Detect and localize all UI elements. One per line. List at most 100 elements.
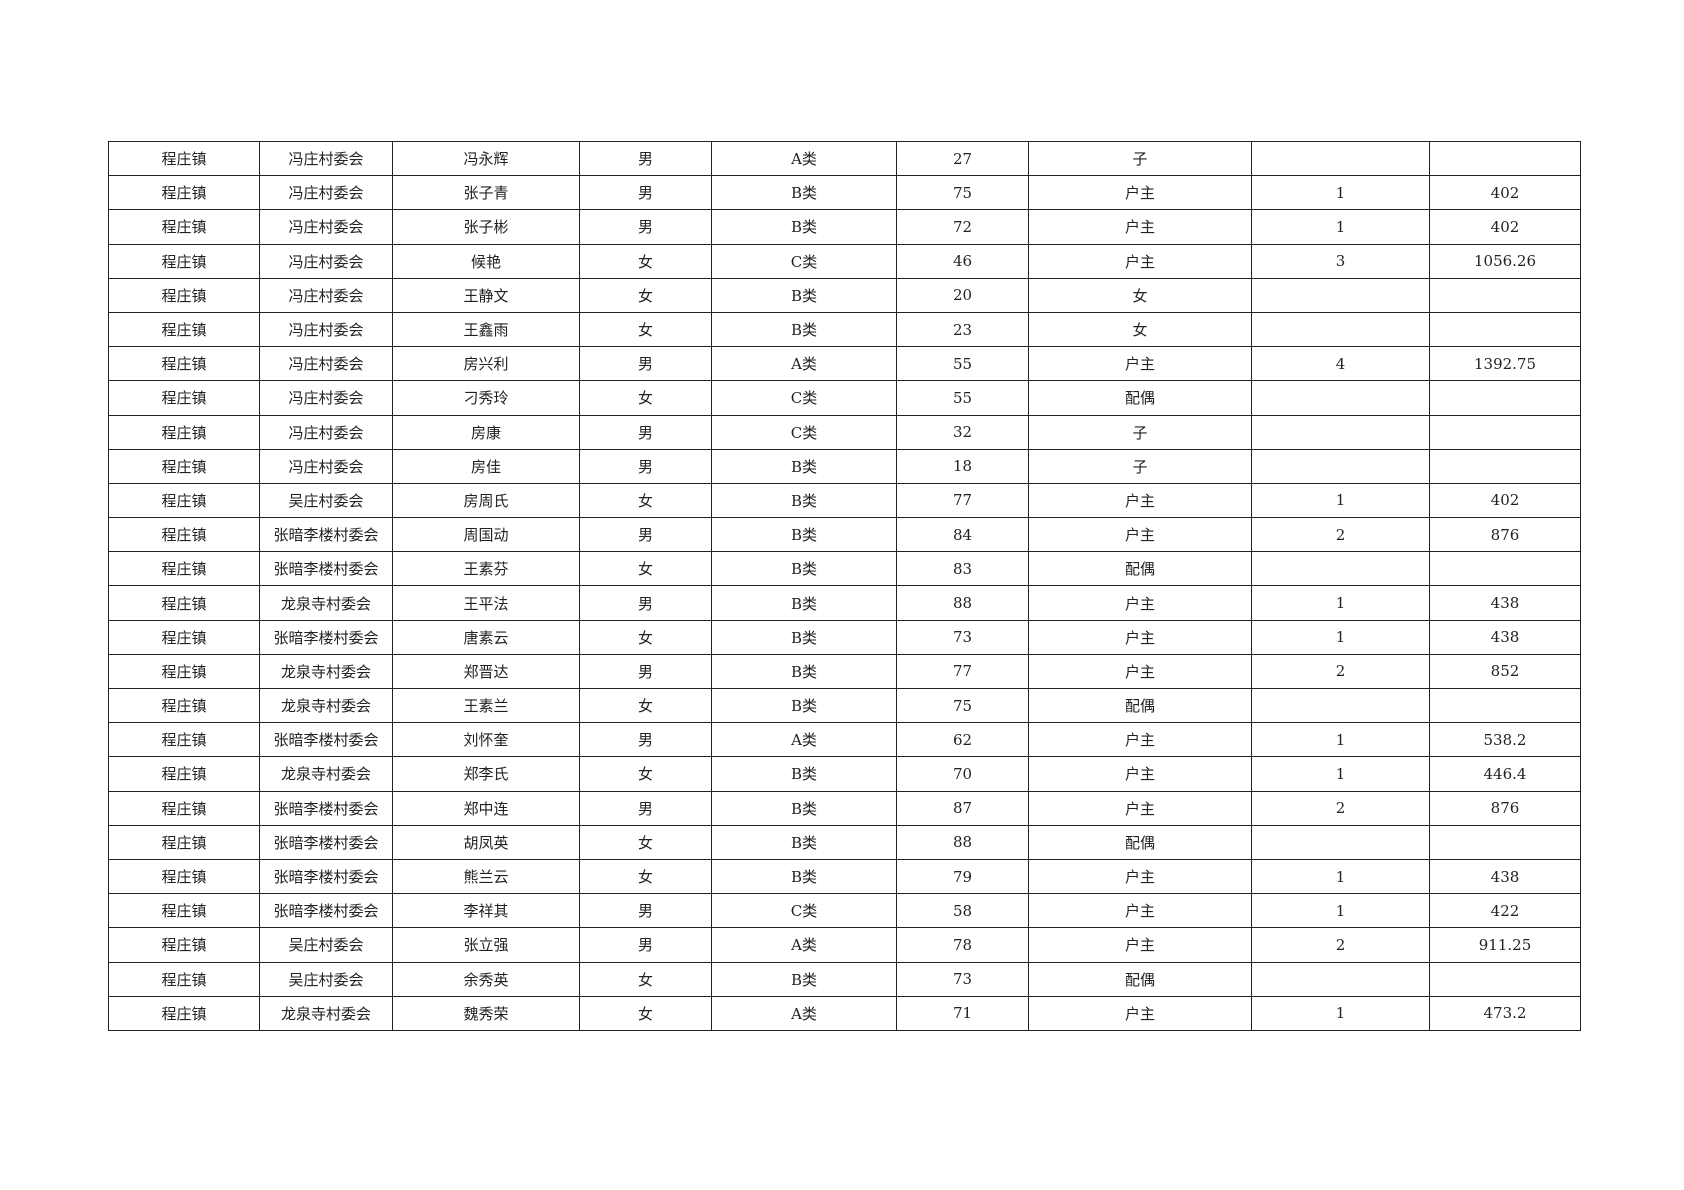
table-cell: 55 [896,346,1029,382]
table-cell [1429,961,1581,997]
table-cell: 2 [1251,517,1430,553]
table-cell: 李祥其 [392,893,580,929]
table-cell: 男 [579,209,712,245]
table-row: 程庄镇 张暗李楼村委会 王素芬女 B类 83 配偶 [108,551,1581,587]
table-cell: 程庄镇 [108,175,260,211]
table-cell: 张暗李楼村委会 [259,722,393,758]
table-cell: 张暗李楼村委会 [259,893,393,929]
table-cell: 女 [579,619,712,655]
table-cell [1429,687,1581,724]
table-cell [1429,448,1581,484]
table-cell: 422 [1429,893,1581,929]
table-cell: 77 [896,482,1029,519]
table-cell: C类 [711,893,897,929]
table-cell: 2 [1251,927,1430,963]
table-cell: A类 [711,140,897,177]
table-cell: 吴庄村委会 [259,482,393,519]
table-cell: 冯庄村委会 [259,277,393,313]
table-cell: 程庄镇 [108,995,260,1031]
table-cell: 1 [1251,585,1430,621]
table-row: 程庄镇 冯庄村委会 候艳女 C类 46 户主 3 1056.26 [108,243,1581,279]
table-cell: 程庄镇 [108,277,260,313]
table-cell: 程庄镇 [108,140,260,177]
table-cell: 79 [896,858,1029,895]
table-cell: 冯庄村委会 [259,414,393,450]
table-cell: 73 [896,619,1029,655]
table-cell: 户主 [1028,653,1252,690]
table-cell: 程庄镇 [108,551,260,587]
table-cell: A类 [711,927,897,963]
table-cell: 刁秀玲 [392,380,580,416]
table-cell: 1 [1251,893,1430,929]
table-cell: 王平法 [392,585,580,621]
table-cell: 户主 [1028,209,1252,245]
table-cell: 程庄镇 [108,893,260,929]
table-cell: 1 [1251,175,1430,211]
table-cell: 程庄镇 [108,790,260,826]
table-cell: 402 [1429,175,1581,211]
table-cell: 438 [1429,858,1581,895]
table-row: 程庄镇 吴庄村委会 张立强男 A类 78 户主 2 911.25 [108,927,1581,963]
table-cell: 配偶 [1028,380,1252,416]
table-cell: 胡凤英 [392,824,580,860]
table-cell: 女 [579,243,712,279]
table-cell: B类 [711,961,897,997]
table-cell: 程庄镇 [108,209,260,245]
table-cell: 冯庄村委会 [259,175,393,211]
table-cell: 户主 [1028,482,1252,519]
table-cell: 男 [579,790,712,826]
table-cell: 1 [1251,995,1430,1031]
table-cell: 77 [896,653,1029,690]
table-cell [1429,380,1581,416]
table-row: 程庄镇 冯庄村委会 张子彬男 B类 72 户主 1 402 [108,209,1581,245]
table-cell: 张子青 [392,175,580,211]
table-cell: 男 [579,927,712,963]
table-cell: 446.4 [1429,756,1581,792]
table-cell: C类 [711,243,897,279]
table-cell: 程庄镇 [108,243,260,279]
data-table: 程庄镇 冯庄村委会 冯永辉男 A类 27 子程庄镇 冯庄村委会 张子青男 B类 75 户主 1 402 程… [108,140,1581,1031]
table-cell: 女 [579,551,712,587]
table-row: 程庄镇 吴庄村委会 房周氏女 B类 77 户主 1 402 [108,482,1581,519]
table-row: 程庄镇 张暗李楼村委会 胡凤英女 B类 88 配偶 [108,824,1581,860]
table-cell: 郑李氏 [392,756,580,792]
table-cell: 房康 [392,414,580,450]
table-cell: 张暗李楼村委会 [259,619,393,655]
table-cell [1251,448,1430,484]
table-cell: 女 [579,858,712,895]
table-cell: B类 [711,585,897,621]
table-cell: 冯庄村委会 [259,209,393,245]
table-cell: 58 [896,893,1029,929]
table-cell: 88 [896,585,1029,621]
table-row: 程庄镇 张暗李楼村委会 周国动男 B类 84 户主 2 876 [108,517,1581,553]
table-cell: 程庄镇 [108,619,260,655]
table-cell: 户主 [1028,858,1252,895]
table-cell: 62 [896,722,1029,758]
table-cell: 男 [579,346,712,382]
table-row: 程庄镇 张暗李楼村委会 刘怀奎男 A类 62 户主 1 538.2 [108,722,1581,758]
table-cell: 龙泉寺村委会 [259,585,393,621]
table-cell: 户主 [1028,619,1252,655]
table-cell: 女 [579,687,712,724]
table-row: 程庄镇 冯庄村委会 房兴利男 A类 55 户主 4 1392.75 [108,346,1581,382]
table-cell [1251,380,1430,416]
table-cell: 王素芬 [392,551,580,587]
table-cell: B类 [711,790,897,826]
table-cell: 男 [579,175,712,211]
table-cell: 女 [1028,311,1252,348]
table-cell: 张暗李楼村委会 [259,824,393,860]
table-cell: B类 [711,551,897,587]
table-cell: B类 [711,175,897,211]
table-cell: 户主 [1028,927,1252,963]
table-cell: 冯庄村委会 [259,448,393,484]
table-cell: 程庄镇 [108,824,260,860]
table-cell [1429,277,1581,313]
table-cell: 84 [896,517,1029,553]
table-cell: 户主 [1028,175,1252,211]
table-cell [1429,551,1581,587]
table-cell: 程庄镇 [108,346,260,382]
table-cell: 张暗李楼村委会 [259,790,393,826]
table-cell: 郑中连 [392,790,580,826]
table-cell: B类 [711,858,897,895]
table-cell: 73 [896,961,1029,997]
